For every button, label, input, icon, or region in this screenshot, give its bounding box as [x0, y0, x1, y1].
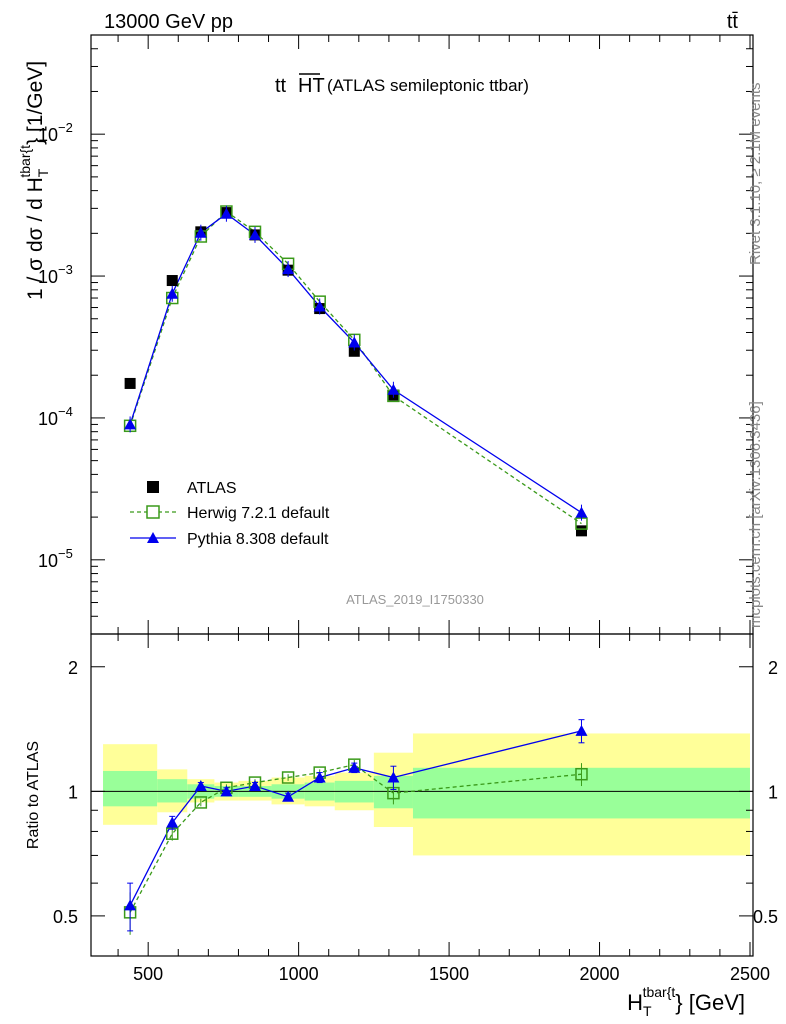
herwig-ratio-point	[194, 796, 208, 809]
pythia-ratio-point	[282, 790, 295, 802]
x-tick-label: 1500	[429, 964, 469, 984]
atlas-data-point	[166, 275, 178, 287]
x-tick-label: 500	[133, 964, 163, 984]
mcplots-credit-label: mcplots.cern.ch [arXiv:1306.3436]	[747, 401, 764, 628]
main-ylabel-post: } [1/GeV]	[24, 61, 47, 145]
xlabel-pre: H	[627, 990, 643, 1015]
ratio-panel-series	[91, 719, 753, 935]
axis-ticks: 500 1000 1500 2000 2500 10−5 10−4 10−3 10−2 0.5 0.…	[38, 34, 778, 984]
pythia-ratio-point	[124, 899, 137, 911]
legend: ATLAS Herwig 7.2.1 default Pythia 8.308 …	[130, 480, 330, 548]
ratio-y-axis-label: Ratio to ATLAS	[25, 741, 42, 849]
pythia-ratio-point	[194, 780, 207, 792]
legend-herwig-marker	[146, 505, 160, 519]
pythia-ratio-point	[166, 816, 179, 828]
main-y-tick-label: 10−3	[38, 262, 73, 287]
herwig-ratio-point	[281, 771, 295, 784]
band-inner-0	[103, 770, 158, 807]
main-ylabel-pre: 1 / σ dσ / d H	[24, 177, 47, 300]
main-y-tick-label: 10−5	[38, 546, 73, 571]
pythia-main-point	[248, 228, 261, 240]
pythia-main-point	[220, 207, 233, 219]
atlas-data-point	[348, 345, 360, 357]
ratio-y-tick-label-left: 2	[68, 658, 78, 678]
ratio-y-tick-label-left: 0.5	[53, 907, 78, 927]
legend-pythia-label: Pythia 8.308 default	[187, 531, 329, 548]
ratio-y-tick-label-right: 2	[768, 658, 778, 678]
xlabel-sup: tbar{t	[643, 984, 676, 1000]
pythia-ratio-point	[387, 771, 400, 783]
pythia-main-point	[575, 506, 588, 518]
pythia-ratio-point	[248, 780, 261, 792]
main-y-tick-label: 10−2	[38, 120, 73, 145]
title-tt: tt	[275, 75, 287, 97]
atlas-data-point	[124, 377, 136, 389]
pythia-ratio-point	[313, 771, 326, 783]
pythia-ratio-point	[348, 761, 361, 773]
pythia-main-point	[282, 263, 295, 275]
main-y-axis-label: 1 / σ dσ / d HTtbar{t} [1/GeV]	[17, 61, 51, 300]
pythia-main-point	[348, 336, 361, 348]
pythia-main-line	[129, 212, 582, 514]
main-ylabel-sup: tbar{t	[17, 145, 33, 178]
title-ht: HT	[298, 75, 325, 97]
legend-pythia-marker	[147, 532, 159, 543]
ratio-y-tick-label-right: 1	[768, 782, 778, 802]
ratio-uncertainty-bands	[103, 733, 750, 856]
x-axis-label: HTtbar{t} [GeV]	[627, 984, 745, 1019]
analysis-tag: ATLAS_2019_I1750330	[346, 592, 484, 607]
plot-title: tt HT (ATLAS semileptonic ttbar)	[275, 73, 529, 97]
x-tick-label: 1000	[279, 964, 319, 984]
xlabel-sub: T	[643, 1003, 652, 1019]
x-tick-label: 2000	[580, 964, 620, 984]
main-y-tick-label: 10−4	[38, 404, 73, 429]
ratio-y-tick-label-left: 1	[68, 782, 78, 802]
energy-label: 13000 GeV pp	[104, 11, 233, 33]
pythia-main-point	[313, 300, 326, 312]
title-subtitle: (ATLAS semileptonic ttbar)	[327, 76, 529, 95]
band-inner-1	[157, 779, 188, 803]
process-label: tt̄	[727, 11, 739, 33]
main-ylabel-sub: T	[35, 168, 51, 177]
ratio-panel-frame	[90, 633, 754, 957]
pythia-main-point	[124, 418, 137, 430]
xlabel-post: } [GeV]	[675, 990, 745, 1015]
pythia-ratio-line	[129, 730, 582, 906]
herwig-ratio-point	[575, 767, 588, 781]
legend-atlas-marker	[147, 481, 159, 493]
legend-atlas-label: ATLAS	[187, 480, 237, 497]
x-tick-label: 2500	[730, 964, 770, 984]
herwig-main-line	[129, 210, 582, 525]
pythia-ratio-point	[575, 724, 588, 736]
ratio-y-tick-label-right: 0.5	[753, 907, 778, 927]
rivet-version-label: Rivet 3.1.10, ≥ 2.1M events	[747, 83, 764, 266]
legend-herwig-label: Herwig 7.2.1 default	[187, 505, 330, 522]
atlas-data-point	[575, 525, 587, 537]
main-panel-series	[123, 205, 588, 537]
pythia-main-point	[166, 287, 179, 299]
pythia-ratio-point	[220, 785, 233, 797]
pythia-main-point	[194, 226, 207, 238]
pythia-main-point	[387, 383, 400, 395]
herwig-ratio-line	[129, 763, 582, 913]
